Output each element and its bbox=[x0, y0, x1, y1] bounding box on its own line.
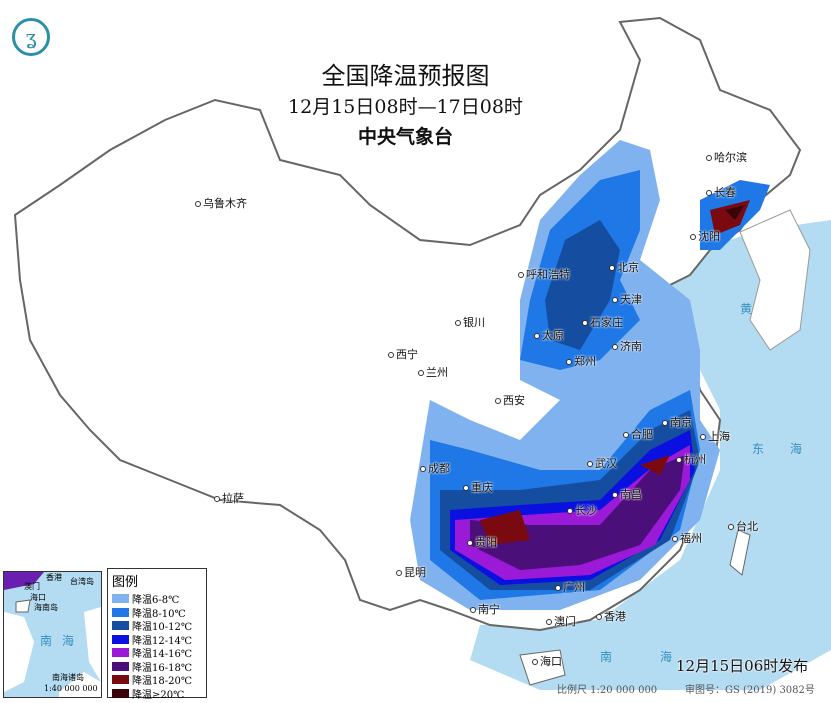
inset-label: 海口 bbox=[30, 593, 46, 602]
legend-item: 降温14-16℃ bbox=[112, 646, 206, 660]
city-label: 上海 bbox=[700, 428, 730, 444]
city-label: 贵阳 bbox=[467, 534, 497, 550]
city-label: 银川 bbox=[455, 314, 485, 330]
legend-swatch bbox=[112, 594, 129, 604]
sea-label: 海 bbox=[660, 650, 673, 664]
legend-label: 降温≥20℃ bbox=[132, 689, 185, 701]
sea-label: 东 bbox=[752, 442, 765, 456]
city-label: 南京 bbox=[662, 414, 692, 430]
inset-label: 澳门 bbox=[24, 582, 40, 591]
legend-swatch bbox=[112, 648, 129, 658]
approval-number: 审图号：GS (2019) 3082号 bbox=[685, 685, 815, 696]
sea-label: 南 bbox=[600, 650, 613, 664]
cooling-16-18 bbox=[470, 455, 685, 570]
inset-label: 海南岛 bbox=[34, 603, 58, 612]
city-label: 澳门 bbox=[546, 613, 576, 629]
city-label: 武汉 bbox=[587, 455, 617, 471]
legend-item: 降温10-12℃ bbox=[112, 619, 206, 633]
city-label: 石家庄 bbox=[582, 314, 623, 330]
inset-label: 南海诸岛 bbox=[52, 673, 84, 682]
legend-swatch bbox=[112, 634, 129, 644]
legend-item: 降温≥20℃ bbox=[112, 687, 206, 701]
legend: 图例 降温6-8℃ 降温8-10℃ 降温10-12℃ 降温12-14℃ 降温14-16℃… bbox=[107, 568, 207, 701]
city-label: 太原 bbox=[534, 327, 564, 343]
legend-label: 降温12-14℃ bbox=[132, 635, 193, 647]
city-label: 济南 bbox=[612, 338, 642, 354]
legend-item: 降温6-8℃ bbox=[112, 592, 206, 606]
map-title: 全国降温预报图 bbox=[321, 62, 490, 90]
legend-label: 降温18-20℃ bbox=[132, 676, 193, 688]
city-label: 哈尔滨 bbox=[706, 149, 747, 165]
korea-peninsula bbox=[739, 209, 811, 351]
city-label: 西宁 bbox=[388, 346, 418, 362]
city-label: 郑州 bbox=[566, 353, 596, 369]
city-label: 福州 bbox=[672, 530, 702, 546]
forecast-period: 12月15日08时—17日08时 bbox=[288, 96, 523, 118]
city-label: 沈阳 bbox=[690, 228, 720, 244]
city-label: 乌鲁木齐 bbox=[195, 195, 247, 211]
city-label: 西安 bbox=[495, 392, 525, 408]
legend-label: 降温16-18℃ bbox=[132, 662, 193, 674]
city-label: 海口 bbox=[532, 653, 562, 669]
city-label: 杭州 bbox=[676, 451, 706, 467]
city-label: 拉萨 bbox=[214, 490, 244, 506]
map-scale: 比例尺 1:20 000 000 bbox=[557, 685, 658, 696]
inset-scale: 1:40 000 000 bbox=[44, 684, 98, 693]
legend-title: 图例 bbox=[112, 575, 139, 590]
legend-item: 降温18-20℃ bbox=[112, 673, 206, 687]
legend-label: 降温6-8℃ bbox=[132, 595, 180, 607]
city-label: 昆明 bbox=[396, 564, 426, 580]
city-label: 台北 bbox=[728, 518, 758, 534]
city-label: 广州 bbox=[555, 579, 585, 595]
inset-sea-label: 南 bbox=[40, 634, 53, 648]
legend-swatch bbox=[112, 688, 129, 698]
city-label: 天津 bbox=[612, 291, 642, 307]
city-label: 香港 bbox=[596, 608, 626, 624]
city-label: 南昌 bbox=[612, 486, 642, 502]
legend-item: 降温12-14℃ bbox=[112, 633, 206, 647]
sea-label: 海 bbox=[790, 442, 803, 456]
city-label: 长春 bbox=[706, 184, 736, 200]
legend-swatch bbox=[112, 607, 129, 617]
legend-label: 降温8-10℃ bbox=[132, 608, 186, 620]
legend-swatch bbox=[112, 621, 129, 631]
south-china-sea-inset: 澳门 香港 台湾岛 海口 海南岛 南 海 南海诸岛 1:40 000 000 bbox=[3, 571, 102, 698]
sea-label: 黄 bbox=[740, 302, 753, 316]
legend-label: 降温10-12℃ bbox=[132, 622, 193, 634]
agency-name: 中央气象台 bbox=[357, 126, 453, 148]
cma-logo-icon: ʓ bbox=[12, 18, 50, 56]
city-label: 长沙 bbox=[567, 502, 597, 518]
city-label: 兰州 bbox=[418, 364, 448, 380]
inset-sea-label: 海 bbox=[62, 634, 75, 648]
city-label: 重庆 bbox=[463, 479, 493, 495]
inset-label: 台湾岛 bbox=[70, 577, 94, 586]
legend-swatch bbox=[112, 661, 129, 671]
cooling-20-plus bbox=[725, 205, 745, 220]
legend-label: 降温14-16℃ bbox=[132, 649, 193, 661]
city-label: 合肥 bbox=[623, 426, 653, 442]
city-label: 南宁 bbox=[470, 601, 500, 617]
legend-swatch bbox=[112, 675, 129, 685]
issue-time: 12月15日06时发布 bbox=[676, 657, 809, 675]
legend-item: 降温16-18℃ bbox=[112, 660, 206, 674]
city-label: 北京 bbox=[609, 259, 639, 275]
city-label: 呼和浩特 bbox=[518, 266, 570, 282]
city-label: 成都 bbox=[420, 460, 450, 476]
legend-item: 降温8-10℃ bbox=[112, 606, 206, 620]
inset-label: 香港 bbox=[46, 573, 62, 582]
